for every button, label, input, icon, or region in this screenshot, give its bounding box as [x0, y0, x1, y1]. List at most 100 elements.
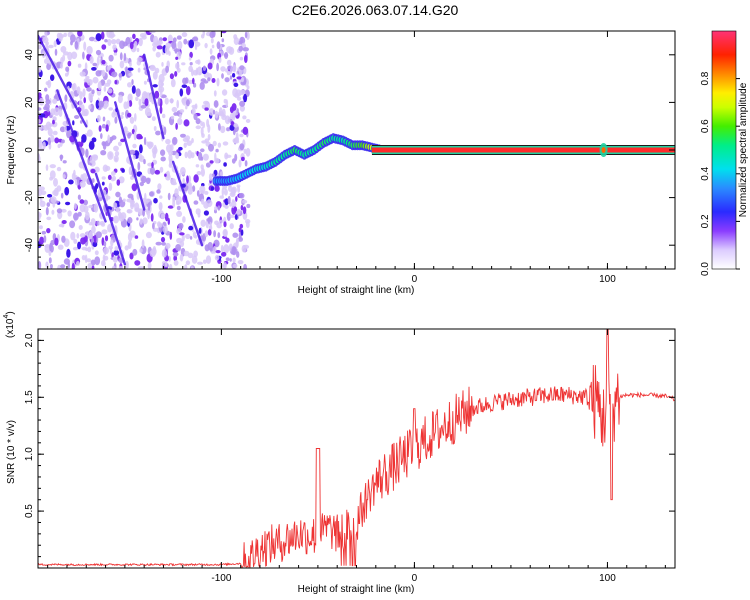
noise-blob [102, 254, 106, 263]
noise-blob [221, 73, 224, 79]
noise-blob [215, 250, 221, 254]
noise-blob [156, 40, 163, 45]
noise-blob [236, 251, 240, 258]
noise-blob [159, 166, 164, 173]
noise-blob [54, 137, 60, 144]
noise-blob [116, 179, 121, 186]
noise-blob [199, 185, 206, 194]
noise-blob [195, 208, 201, 215]
noise-blob [95, 49, 102, 56]
noise-blob [230, 187, 236, 196]
noise-blob [45, 164, 49, 172]
noise-blob [65, 66, 70, 72]
noise-blob [204, 244, 210, 252]
y-tick-label: -40 [24, 238, 35, 253]
multiplier-base: (x10 [5, 318, 16, 338]
noise-blob [206, 218, 212, 222]
noise-blob [211, 44, 215, 49]
noise-blob [82, 88, 86, 98]
noise-streak [56, 89, 107, 223]
noise-blob [224, 198, 229, 206]
noise-blob [197, 261, 203, 265]
noise-blob [211, 31, 216, 38]
noise-blob [142, 208, 146, 217]
noise-blob [112, 202, 118, 209]
noise-blob [129, 116, 135, 124]
noise-blob [105, 124, 109, 132]
noise-blob [225, 257, 230, 262]
noise-blob [42, 141, 46, 150]
noise-blob [218, 57, 222, 63]
noise-blob [100, 220, 105, 226]
noise-blob [242, 126, 249, 135]
noise-blob [114, 80, 118, 85]
noise-blob [181, 62, 186, 66]
noise-blob [114, 116, 118, 124]
noise-blob [71, 262, 75, 269]
noise-blob [191, 255, 198, 264]
noise-blob [141, 239, 145, 249]
noise-blob [190, 266, 194, 269]
noise-blob [239, 133, 244, 138]
noise-blob [144, 192, 147, 202]
noise-blob [167, 217, 170, 225]
noise-blob [176, 35, 182, 40]
noise-blob [179, 240, 185, 247]
noise-blob [39, 212, 42, 218]
noise-blob [169, 98, 174, 104]
noise-blob [101, 176, 106, 180]
noise-blob [226, 127, 231, 132]
noise-blob [91, 89, 95, 95]
noise-blob [76, 233, 80, 239]
noise-blob [212, 140, 217, 147]
noise-blob [132, 154, 136, 160]
noise-blob [64, 186, 70, 196]
noise-blob [85, 247, 89, 252]
noise-blob [158, 73, 165, 83]
noise-blob [238, 192, 245, 199]
noise-blob [39, 236, 45, 245]
noise-blob [138, 135, 143, 140]
noise-blob [207, 229, 212, 236]
noise-blob [223, 162, 227, 167]
noise-blob [219, 195, 224, 199]
noise-blob [152, 71, 158, 80]
noise-blob [232, 111, 236, 121]
noise-blob [212, 246, 217, 254]
noise-blob [126, 100, 130, 109]
noise-blob [38, 140, 43, 149]
noise-blob [233, 123, 239, 128]
noise-blob [58, 108, 63, 117]
noise-blob [125, 260, 129, 269]
noise-blob [226, 59, 232, 66]
noise-blob [44, 31, 48, 38]
x-tick-label: -100 [211, 573, 231, 584]
noise-blob [129, 230, 136, 238]
noise-blob [90, 218, 96, 227]
noise-blob [208, 173, 213, 181]
noise-blob [136, 47, 140, 53]
noise-blob [127, 217, 133, 224]
noise-blob [81, 110, 88, 117]
noise-blob [60, 62, 63, 69]
noise-blob [169, 144, 174, 152]
noise-blob [197, 151, 203, 161]
noise-blob [222, 141, 229, 146]
noise-blob [111, 175, 117, 181]
noise-blob [235, 132, 239, 140]
noise-blob [127, 93, 133, 102]
noise-blob [195, 67, 199, 76]
noise-blob [138, 37, 143, 47]
noise-blob [77, 241, 82, 250]
noise-blob [101, 181, 105, 186]
noise-blob [223, 98, 227, 104]
noise-blob [100, 150, 107, 156]
noise-blob [216, 77, 220, 87]
noise-blob [38, 44, 42, 50]
noise-blob [122, 198, 126, 203]
noise-blob [163, 126, 167, 136]
noise-blob [214, 206, 218, 211]
noise-blob [138, 153, 143, 162]
noise-blob [83, 97, 86, 104]
noise-blob [185, 99, 190, 107]
